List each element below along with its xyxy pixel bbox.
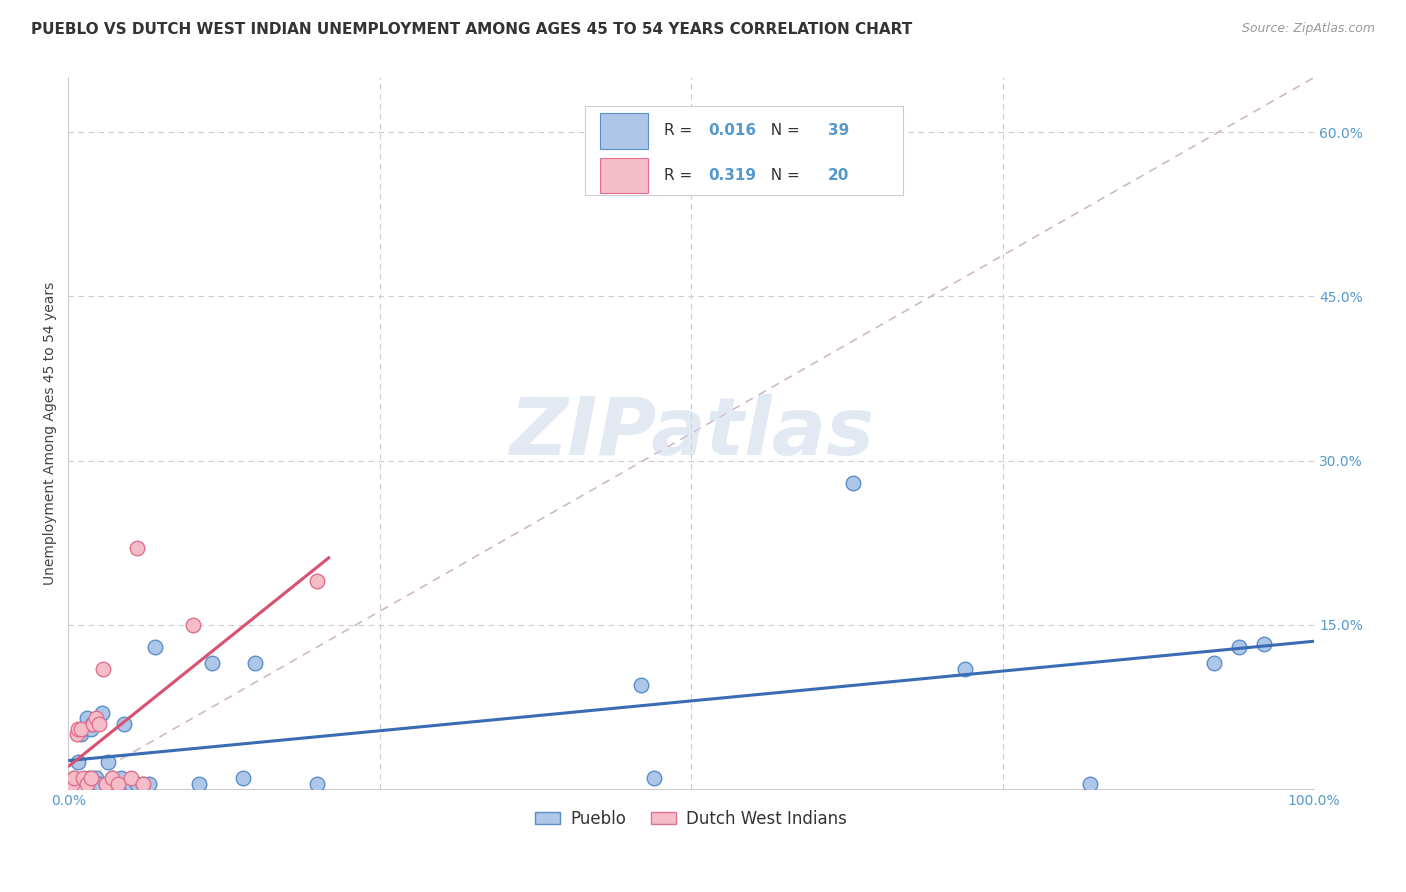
Point	[110, 771, 132, 785]
Point	[69, 722, 91, 736]
Point	[89, 777, 111, 791]
Point	[125, 777, 148, 791]
Point	[91, 662, 114, 676]
Point	[307, 574, 329, 589]
Point	[307, 777, 329, 791]
Text: 0.319: 0.319	[709, 168, 756, 183]
Point	[112, 716, 135, 731]
Y-axis label: Unemployment Among Ages 45 to 54 years: Unemployment Among Ages 45 to 54 years	[44, 282, 58, 585]
Point	[101, 771, 124, 785]
Point	[76, 711, 98, 725]
Point	[94, 777, 117, 791]
Point	[72, 722, 94, 736]
Point	[132, 777, 155, 791]
Point	[138, 777, 160, 791]
Text: N =: N =	[761, 123, 804, 138]
Point	[842, 475, 865, 490]
Point	[89, 716, 111, 731]
Point	[630, 678, 652, 692]
Text: N =: N =	[761, 168, 804, 183]
Point	[200, 657, 222, 671]
Text: 20: 20	[828, 168, 849, 183]
Text: 39: 39	[828, 123, 849, 138]
Point	[243, 657, 266, 671]
Point	[120, 771, 142, 785]
Legend: Pueblo, Dutch West Indians: Pueblo, Dutch West Indians	[529, 803, 853, 834]
Point	[94, 777, 117, 791]
Point	[79, 771, 101, 785]
Point	[60, 777, 83, 791]
Point	[67, 722, 90, 736]
Point	[69, 727, 91, 741]
Point	[125, 541, 148, 556]
Point	[132, 777, 155, 791]
Text: 0.016: 0.016	[709, 123, 756, 138]
Point	[82, 771, 104, 785]
Point	[63, 771, 86, 785]
Point	[107, 777, 129, 791]
Point	[97, 755, 120, 769]
Bar	[600, 113, 648, 149]
Text: R =: R =	[664, 168, 697, 183]
Point	[188, 777, 211, 791]
Point	[87, 777, 110, 791]
Point	[66, 727, 89, 741]
Point	[76, 777, 98, 791]
Point	[955, 662, 977, 676]
Point	[104, 777, 127, 791]
Text: PUEBLO VS DUTCH WEST INDIAN UNEMPLOYMENT AMONG AGES 45 TO 54 YEARS CORRELATION C: PUEBLO VS DUTCH WEST INDIAN UNEMPLOYMENT…	[31, 22, 912, 37]
Point	[82, 716, 104, 731]
Point	[63, 771, 86, 785]
Point	[120, 777, 142, 791]
Point	[80, 716, 103, 731]
Point	[90, 706, 112, 720]
Point	[1078, 777, 1101, 791]
Text: Source: ZipAtlas.com: Source: ZipAtlas.com	[1241, 22, 1375, 36]
Text: ZIPatlas: ZIPatlas	[509, 394, 873, 473]
Point	[643, 771, 665, 785]
Point	[181, 618, 204, 632]
Point	[107, 777, 129, 791]
Point	[67, 755, 90, 769]
Text: R =: R =	[664, 123, 697, 138]
Point	[79, 722, 101, 736]
Bar	[600, 158, 648, 193]
Point	[1229, 640, 1251, 654]
Point	[117, 777, 139, 791]
Point	[72, 771, 94, 785]
Point	[1204, 657, 1226, 671]
Point	[84, 711, 107, 725]
Point	[79, 771, 101, 785]
Point	[1253, 637, 1275, 651]
Point	[101, 771, 124, 785]
Bar	[585, 106, 903, 194]
Point	[145, 640, 167, 654]
Point	[84, 771, 107, 785]
Point	[232, 771, 254, 785]
